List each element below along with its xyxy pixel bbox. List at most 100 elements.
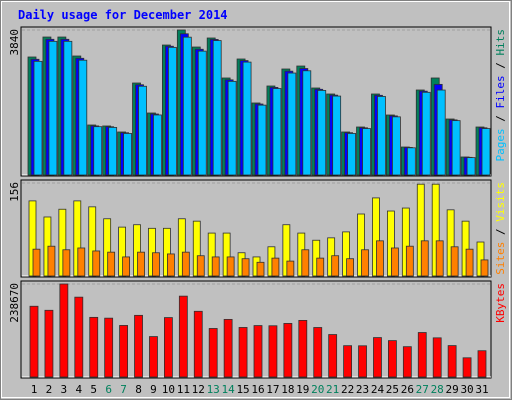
bar	[152, 252, 160, 277]
bar	[436, 89, 446, 176]
bar	[361, 249, 369, 277]
bar	[104, 317, 114, 378]
bar	[373, 337, 382, 378]
bar	[44, 309, 54, 378]
bar	[103, 218, 112, 277]
bar	[211, 256, 220, 277]
bar	[48, 40, 58, 176]
bar	[346, 258, 355, 277]
x-tick-label: 26	[401, 383, 414, 396]
y-tick-label: 156	[8, 182, 21, 202]
bar	[192, 220, 201, 277]
bar	[32, 248, 41, 277]
x-tick-label: 18	[281, 383, 294, 396]
x-tick-label: 22	[341, 383, 354, 396]
x-tick-label: 30	[460, 383, 473, 396]
bar	[134, 314, 143, 378]
bar	[377, 96, 386, 176]
bar	[282, 224, 291, 277]
bar	[257, 104, 267, 176]
x-tick-label: 8	[135, 383, 142, 396]
x-tick-label: 1	[31, 383, 38, 396]
legend-entry: Visits	[494, 182, 507, 222]
bar	[119, 325, 128, 378]
x-tick-label: 10	[162, 383, 175, 396]
bar	[73, 200, 82, 277]
x-tick-label: 23	[356, 383, 369, 396]
x-tick-label: 13	[207, 383, 220, 396]
bar	[118, 226, 126, 277]
bar	[421, 91, 431, 176]
bar	[271, 257, 280, 277]
bar	[93, 126, 103, 176]
bar	[74, 296, 84, 378]
bar	[416, 183, 425, 277]
bar	[406, 147, 416, 176]
bar	[148, 227, 156, 277]
legend-entry: Sites	[494, 242, 507, 275]
bar	[107, 251, 116, 277]
legend-separator: /	[494, 109, 507, 129]
bar	[28, 200, 37, 277]
legend: KBytes	[494, 283, 507, 323]
bar	[431, 183, 440, 277]
bar	[417, 332, 427, 378]
bar	[78, 59, 88, 176]
bar	[177, 218, 186, 277]
bar	[212, 40, 222, 176]
bar	[196, 255, 205, 277]
bar	[405, 245, 414, 277]
bar	[268, 325, 278, 378]
bar	[133, 224, 141, 277]
legend-entry: Pages	[494, 128, 507, 161]
bar	[162, 227, 171, 277]
bar	[461, 220, 470, 277]
bar	[343, 345, 353, 378]
x-tick-label: 17	[266, 383, 279, 396]
bar	[447, 345, 457, 378]
bar	[401, 207, 410, 277]
bar	[446, 209, 455, 277]
legend-entry: Hits	[494, 29, 507, 56]
bar	[420, 240, 429, 277]
bar	[402, 346, 412, 378]
bar	[390, 247, 399, 277]
bar	[137, 251, 145, 277]
x-tick-label: 4	[75, 383, 82, 396]
legend: Sites / Visits	[494, 182, 507, 275]
x-tick-label: 12	[192, 383, 205, 396]
bar	[163, 317, 173, 378]
bar	[301, 249, 310, 277]
bar	[477, 350, 487, 378]
bar	[451, 120, 461, 176]
bar	[376, 240, 384, 277]
bar	[332, 95, 342, 176]
x-tick-label: 21	[326, 383, 339, 396]
bar	[47, 245, 56, 277]
bar	[29, 305, 39, 378]
bar	[178, 295, 188, 378]
bar	[331, 255, 340, 277]
legend-separator: /	[494, 56, 507, 76]
x-tick-label: 28	[431, 383, 444, 396]
bar	[182, 36, 192, 176]
bar	[432, 337, 442, 378]
bar	[466, 157, 476, 176]
bar	[298, 319, 308, 378]
bar	[286, 260, 295, 277]
bar	[222, 232, 231, 277]
bar	[342, 231, 351, 277]
bar	[465, 248, 474, 277]
bar	[166, 253, 175, 277]
bar	[77, 247, 86, 277]
bar	[358, 345, 367, 378]
x-tick-label: 3	[61, 383, 68, 396]
bar	[88, 206, 97, 277]
bar	[208, 328, 218, 378]
bar	[272, 88, 282, 176]
bar	[226, 256, 235, 277]
x-tick-label: 2	[46, 383, 53, 396]
bar	[287, 72, 297, 176]
bar	[197, 50, 207, 176]
